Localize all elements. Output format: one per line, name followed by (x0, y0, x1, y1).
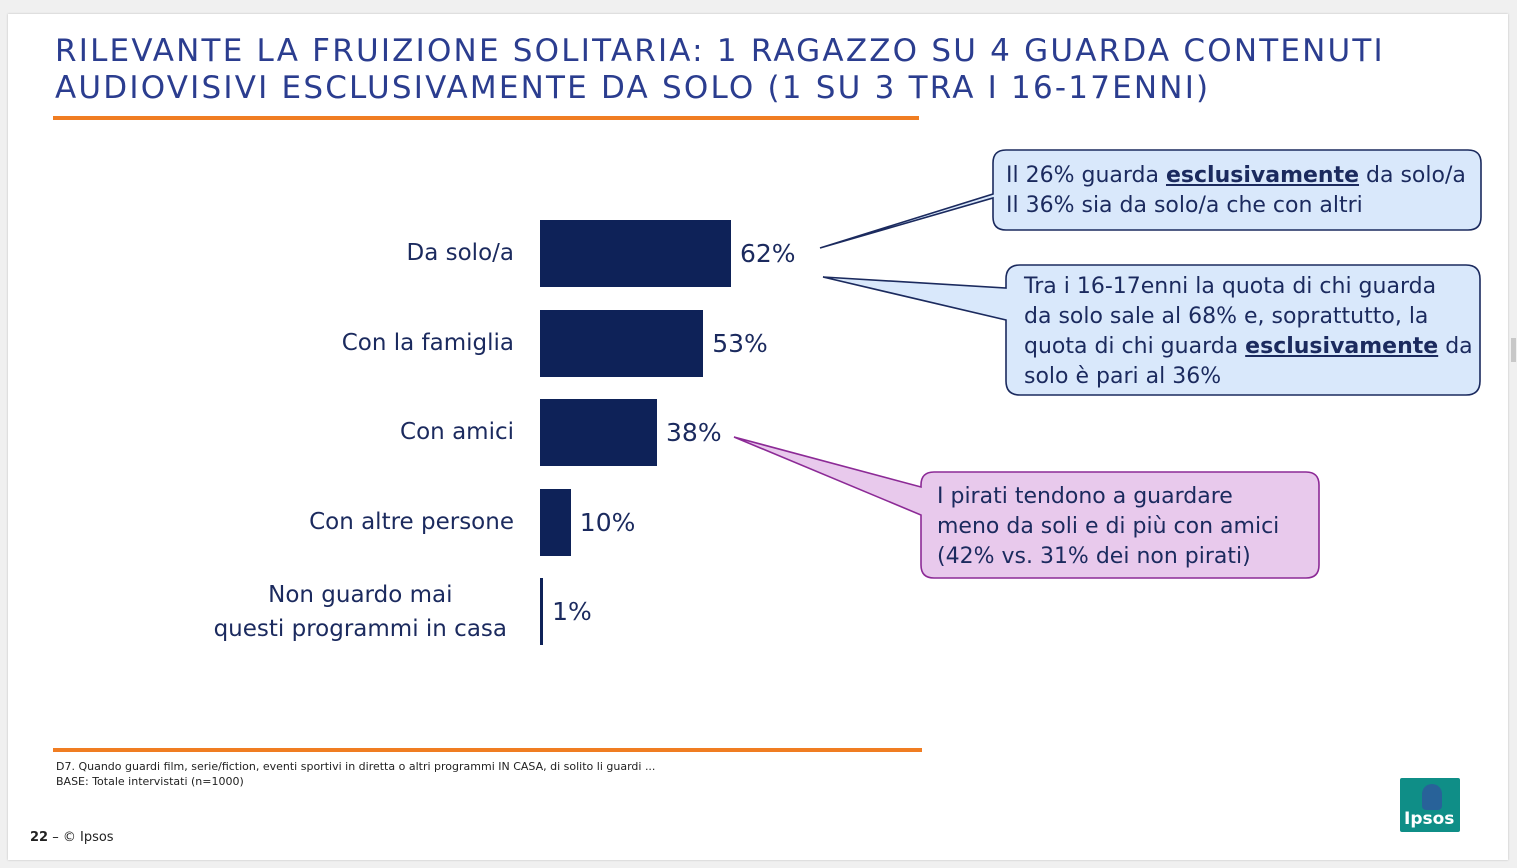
callout-2-shape (822, 264, 1481, 396)
callout-run: quota di chi guarda (1024, 334, 1246, 359)
category-label: Da solo/a (406, 240, 514, 266)
logo-head-icon (1422, 784, 1442, 810)
callout-emphasis: esclusivamente (1245, 334, 1439, 359)
bar-value-label: 1% (552, 597, 592, 626)
callout-line: meno da soli e di più con amici (937, 512, 1279, 542)
title-underline (53, 116, 919, 120)
callout-2-text: Tra i 16-17enni la quota di chi guarda da… (1024, 272, 1473, 392)
bar-value-label: 62% (739, 239, 796, 268)
logo-text: Ipsos (1404, 809, 1455, 829)
callout-run: (42% vs. 31% dei non pirati) (937, 544, 1251, 569)
base-note: BASE: Totale intervistati (n=1000) (56, 775, 244, 788)
callout-run: Tra i 16-17enni la quota di chi guarda (1024, 274, 1437, 299)
category-label: Non guardo mai questi programmi in casa (214, 578, 507, 646)
callout-line: I pirati tendono a guardare (937, 482, 1279, 512)
bar (540, 310, 704, 377)
callout-1-shape (819, 149, 1482, 249)
page-number: 22 (30, 830, 49, 845)
category-label: Con amici (400, 419, 514, 445)
callout-line: da solo sale al 68% e, soprattutto, la (1024, 302, 1473, 332)
callout-run: Il 36% sia da solo/a che con altri (1006, 193, 1363, 218)
callout-emphasis: esclusivamente (1165, 163, 1360, 188)
category-label-line: Non guardo mai (268, 582, 453, 608)
callout-run: da solo sale al 68% e, soprattutto, la (1024, 304, 1429, 329)
ipsos-logo: Ipsos (1400, 778, 1460, 832)
callout-3-shape (733, 436, 1320, 579)
bar (540, 399, 658, 466)
callout-line: Il 36% sia da solo/a che con altri (1006, 191, 1466, 221)
bar-value-label: 10% (579, 508, 636, 537)
callout-line: Il 26% guarda esclusivamente da solo/a (1006, 161, 1466, 191)
footnote-divider (53, 748, 922, 752)
bar-value-label: 53% (712, 329, 768, 358)
callout-run: solo è pari al 36% (1024, 364, 1222, 389)
category-label-line: questi programmi in casa (213, 616, 507, 642)
callout-run: meno da soli e di più con amici (937, 514, 1280, 539)
copyright: – © Ipsos (52, 830, 114, 845)
scrollbar-thumb[interactable] (1511, 338, 1516, 362)
bar (540, 220, 731, 287)
category-label: Con altre persone (309, 509, 514, 535)
question-note: D7. Quando guardi film, serie/fiction, e… (56, 760, 656, 773)
bar (540, 578, 544, 645)
callout-line: (42% vs. 31% dei non pirati) (937, 542, 1279, 572)
bar (540, 489, 571, 556)
callout-line: Tra i 16-17enni la quota di chi guarda (1024, 272, 1473, 302)
callout-run: Il 26% guarda (1006, 163, 1166, 188)
slide-title: RILEVANTE LA FRUIZIONE SOLITARIA: 1 RAGA… (55, 33, 1385, 106)
callout-run: da solo/a (1359, 163, 1466, 188)
bar-value-label: 38% (666, 418, 722, 447)
callout-3-text: I pirati tendono a guardare meno da soli … (937, 482, 1279, 572)
callout-line: solo è pari al 36% (1024, 362, 1473, 392)
callout-line: quota di chi guarda esclusivamente da (1024, 332, 1473, 362)
callout-1-text: Il 26% guarda esclusivamente da solo/a Il… (1006, 161, 1466, 221)
footer: 22 – © Ipsos (30, 830, 114, 845)
category-label: Con la famiglia (341, 330, 514, 356)
callout-run: da (1438, 334, 1473, 359)
callout-run: I pirati tendono a guardare (937, 484, 1233, 509)
